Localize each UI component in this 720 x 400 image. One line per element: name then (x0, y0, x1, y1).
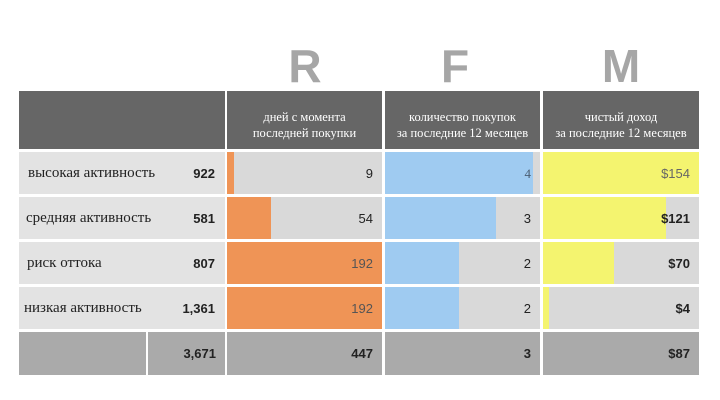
monetary-cell-medium: $121 (543, 197, 699, 239)
header-frequency-line1: количество покупок (409, 110, 516, 124)
total-count-cell: 3,671 (148, 332, 225, 375)
frequency-value-low: 2 (523, 301, 531, 316)
header-recency-line1: дней с момента (263, 110, 346, 124)
segment-cell-medium: средняя активность 581 (19, 197, 225, 239)
frequency-cell-medium: 3 (385, 197, 540, 239)
total-recency: 447 (351, 346, 373, 361)
frequency-bar-medium (385, 197, 496, 239)
total-label-cell (19, 332, 146, 375)
segment-name-low: низкая активность (24, 300, 142, 316)
frequency-value-churn-risk: 2 (523, 256, 531, 271)
recency-bar-medium (227, 197, 271, 239)
segment-name-churn-risk: риск оттока (27, 255, 102, 271)
segment-cell-low: низкая активность 1,361 (19, 287, 225, 329)
header-frequency: количество покупок за последние 12 месяц… (385, 91, 540, 149)
header-recency-line2: последней покупки (252, 126, 357, 140)
frequency-bar-high (385, 152, 533, 194)
recency-value-high: 9 (365, 166, 373, 181)
total-frequency: 3 (523, 346, 531, 361)
total-monetary: $87 (668, 346, 690, 361)
total-frequency-cell: 3 (385, 332, 540, 375)
rfm-table: дней с момента последней покупки количес… (19, 91, 699, 375)
recency-cell-low: 192 (227, 287, 382, 329)
header-frequency-line2: за последние 12 месяцев (396, 126, 529, 140)
frequency-bar-low (385, 287, 459, 329)
segment-count-churn-risk: 807 (193, 256, 215, 271)
recency-bar-low (227, 287, 382, 329)
frequency-cell-low: 2 (385, 287, 540, 329)
monetary-letter: M (601, 40, 641, 92)
monetary-bar-high (543, 152, 699, 194)
frequency-value-medium: 3 (523, 211, 531, 226)
monetary-value-high: $154 (661, 166, 690, 181)
segment-name-high: высокая активность (28, 165, 156, 181)
recency-cell-medium: 54 (227, 197, 382, 239)
header-corner (19, 91, 225, 149)
monetary-value-low: $4 (675, 301, 690, 316)
total-monetary-cell: $87 (543, 332, 699, 375)
monetary-value-churn-risk: $70 (668, 256, 690, 271)
total-count: 3,671 (183, 346, 216, 361)
monetary-cell-high: $154 (543, 152, 699, 194)
segment-cell-high: высокая активность 922 (19, 152, 225, 194)
recency-cell-high: 9 (227, 152, 382, 194)
monetary-bar-low (543, 287, 549, 329)
segment-cell-churn-risk: риск оттока 807 (19, 242, 225, 284)
recency-bar-high (227, 152, 235, 194)
frequency-letter: F (440, 40, 470, 92)
header-monetary: чистый доход за последние 12 месяцев (543, 91, 699, 149)
monetary-bar-churn-risk (543, 242, 614, 284)
segment-name-medium: средняя активность (26, 210, 152, 226)
frequency-bar-churn-risk (385, 242, 459, 284)
monetary-value-medium: $121 (661, 211, 690, 226)
monetary-cell-low: $4 (543, 287, 699, 329)
frequency-cell-high: 4 (385, 152, 540, 194)
monetary-cell-churn-risk: $70 (543, 242, 699, 284)
segment-count-medium: 581 (193, 211, 215, 226)
recency-value-churn-risk: 192 (351, 256, 373, 271)
recency-value-medium: 54 (358, 211, 373, 226)
total-recency-cell: 447 (227, 332, 382, 375)
recency-value-low: 192 (351, 301, 373, 316)
monetary-bar-medium (543, 197, 666, 239)
header-monetary-line1: чистый доход (584, 110, 658, 124)
frequency-value-high: 4 (524, 166, 532, 181)
recency-cell-churn-risk: 192 (227, 242, 382, 284)
segment-count-high: 922 (193, 166, 215, 181)
segment-count-low: 1,361 (182, 301, 215, 316)
frequency-cell-churn-risk: 2 (385, 242, 540, 284)
recency-bar-churn-risk (227, 242, 382, 284)
header-recency: дней с момента последней покупки (227, 91, 382, 149)
recency-letter: R (288, 40, 322, 92)
header-monetary-line2: за последние 12 месяцев (555, 126, 687, 140)
